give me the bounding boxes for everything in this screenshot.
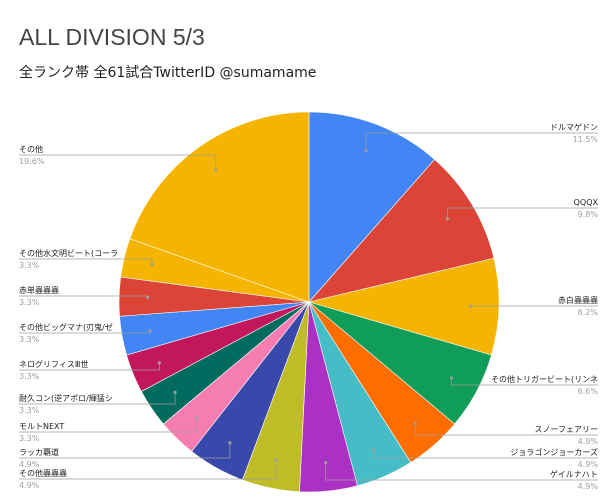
chart-subtitle: 全ランク帯 全61試合TwitterID @sumamame xyxy=(19,65,317,81)
leader-line xyxy=(19,258,153,265)
slice-name-label: スノーフェアリー xyxy=(534,425,598,434)
slice-percent-label: 11.5% xyxy=(573,135,599,144)
slice-percent-label: 4.9% xyxy=(578,482,599,491)
slice-percent-label: 3.3% xyxy=(19,298,40,307)
slice-name-label: ドルマゲドン xyxy=(550,122,598,132)
slice-percent-label: 19.6% xyxy=(19,157,45,166)
slice-name-label: 耐久コン(逆アポロ/輝猛シ xyxy=(19,393,113,403)
slice-label: ドルマゲドン 11.5% xyxy=(364,122,599,153)
leader-dot xyxy=(146,295,150,299)
slice-name-label: QQQX xyxy=(574,198,599,207)
slice-percent-label: 8.2% xyxy=(578,308,599,317)
leader-dot xyxy=(157,361,161,365)
slice-percent-label: 4.9% xyxy=(578,437,599,446)
slice-label: その他 19.6% xyxy=(19,144,218,172)
leader-dot xyxy=(228,441,232,445)
slice-percent-label: 9.8% xyxy=(578,210,599,219)
leader-line xyxy=(19,362,160,371)
slice-percent-label: 3.3% xyxy=(19,372,40,381)
slice-label: ネログリフィスⅢ世 3.3% xyxy=(19,359,161,381)
leader-line xyxy=(451,378,598,386)
leader-dot xyxy=(468,304,472,308)
slice-label: ラッカ覇道 4.9% xyxy=(19,441,232,469)
slice-name-label: ラッカ覇道 xyxy=(19,447,59,457)
leader-dot xyxy=(214,168,218,172)
leader-dot xyxy=(372,448,376,452)
leader-line xyxy=(365,132,598,151)
leader-line xyxy=(19,460,277,480)
slice-name-label: その他 xyxy=(19,144,43,154)
slice-name-label: その他蟲蟲蟲 xyxy=(19,468,67,478)
chart-title: ALL DIVISION 5/3 xyxy=(19,24,205,50)
leader-line xyxy=(325,462,598,481)
leader-dot xyxy=(324,461,328,465)
leader-line xyxy=(19,418,197,433)
leader-line xyxy=(415,423,598,436)
leader-line xyxy=(447,207,598,219)
slice-label: その他ビッグマナ(刃鬼/ゼ 3.3% xyxy=(19,322,152,344)
pie-slice xyxy=(308,111,436,303)
slice-name-label: ネログリフィスⅢ世 xyxy=(19,359,88,369)
leader-dot xyxy=(148,329,152,333)
leader-dot xyxy=(364,149,368,153)
slice-label: その他トリガービート(リンネ 6.6% xyxy=(449,374,599,396)
slice-percent-label: 4.9% xyxy=(19,460,40,469)
slice-name-label: ジョラゴンジョーカーズ xyxy=(510,447,598,457)
slice-percent-label: 4.9% xyxy=(578,460,599,469)
slice-label: スノーフェアリー 4.9% xyxy=(413,421,599,446)
slice-label: モルトNEXT 3.3% xyxy=(19,416,199,443)
slice-label: 赤白蟲蟲蟲 8.2% xyxy=(468,295,599,317)
slice-percent-label: 4.9% xyxy=(19,481,40,490)
leader-dot xyxy=(195,416,199,420)
leader-dot xyxy=(150,262,154,266)
slice-label: 耐久コン(逆アポロ/輝猛シ 3.3% xyxy=(19,390,177,415)
slice-name-label: ゲイルナハト xyxy=(550,469,598,479)
leader-dot xyxy=(445,217,450,221)
slice-label: その他水文明ビート(コーラ 3.3% xyxy=(19,248,154,270)
slice-label: QQQX 9.8% xyxy=(445,198,599,221)
slice-name-label: その他水文明ビート(コーラ xyxy=(19,248,118,258)
slice-label: ジョラゴンジョーカーズ 4.9% xyxy=(372,447,598,469)
leader-line xyxy=(19,392,176,405)
pie-slice xyxy=(129,111,310,303)
leader-line xyxy=(19,154,217,171)
slice-name-label: モルトNEXT xyxy=(19,422,64,431)
slice-percent-label: 3.3% xyxy=(19,434,40,443)
leader-dot xyxy=(173,390,177,394)
pie-slice xyxy=(307,257,500,356)
slice-percent-label: 6.6% xyxy=(578,387,599,396)
slice-name-label: その他トリガービート(リンネ xyxy=(491,374,598,384)
slice-name-label: 赤単蟲蟲蟲 xyxy=(19,285,59,295)
slice-percent-label: 3.3% xyxy=(19,406,40,415)
leader-line xyxy=(19,442,231,459)
slice-name-label: その他ビッグマナ(刃鬼/ゼ xyxy=(19,322,113,332)
slice-label: 赤単蟲蟲蟲 3.3% xyxy=(19,285,150,307)
slice-name-label: 赤白蟲蟲蟲 xyxy=(558,295,598,305)
leader-dot xyxy=(413,421,417,426)
leader-line xyxy=(373,450,598,459)
pie-slice xyxy=(308,159,495,303)
slice-percent-label: 3.3% xyxy=(19,335,40,344)
slice-percent-label: 3.3% xyxy=(19,261,40,270)
leader-dot xyxy=(274,458,278,462)
leader-dot xyxy=(449,376,454,380)
